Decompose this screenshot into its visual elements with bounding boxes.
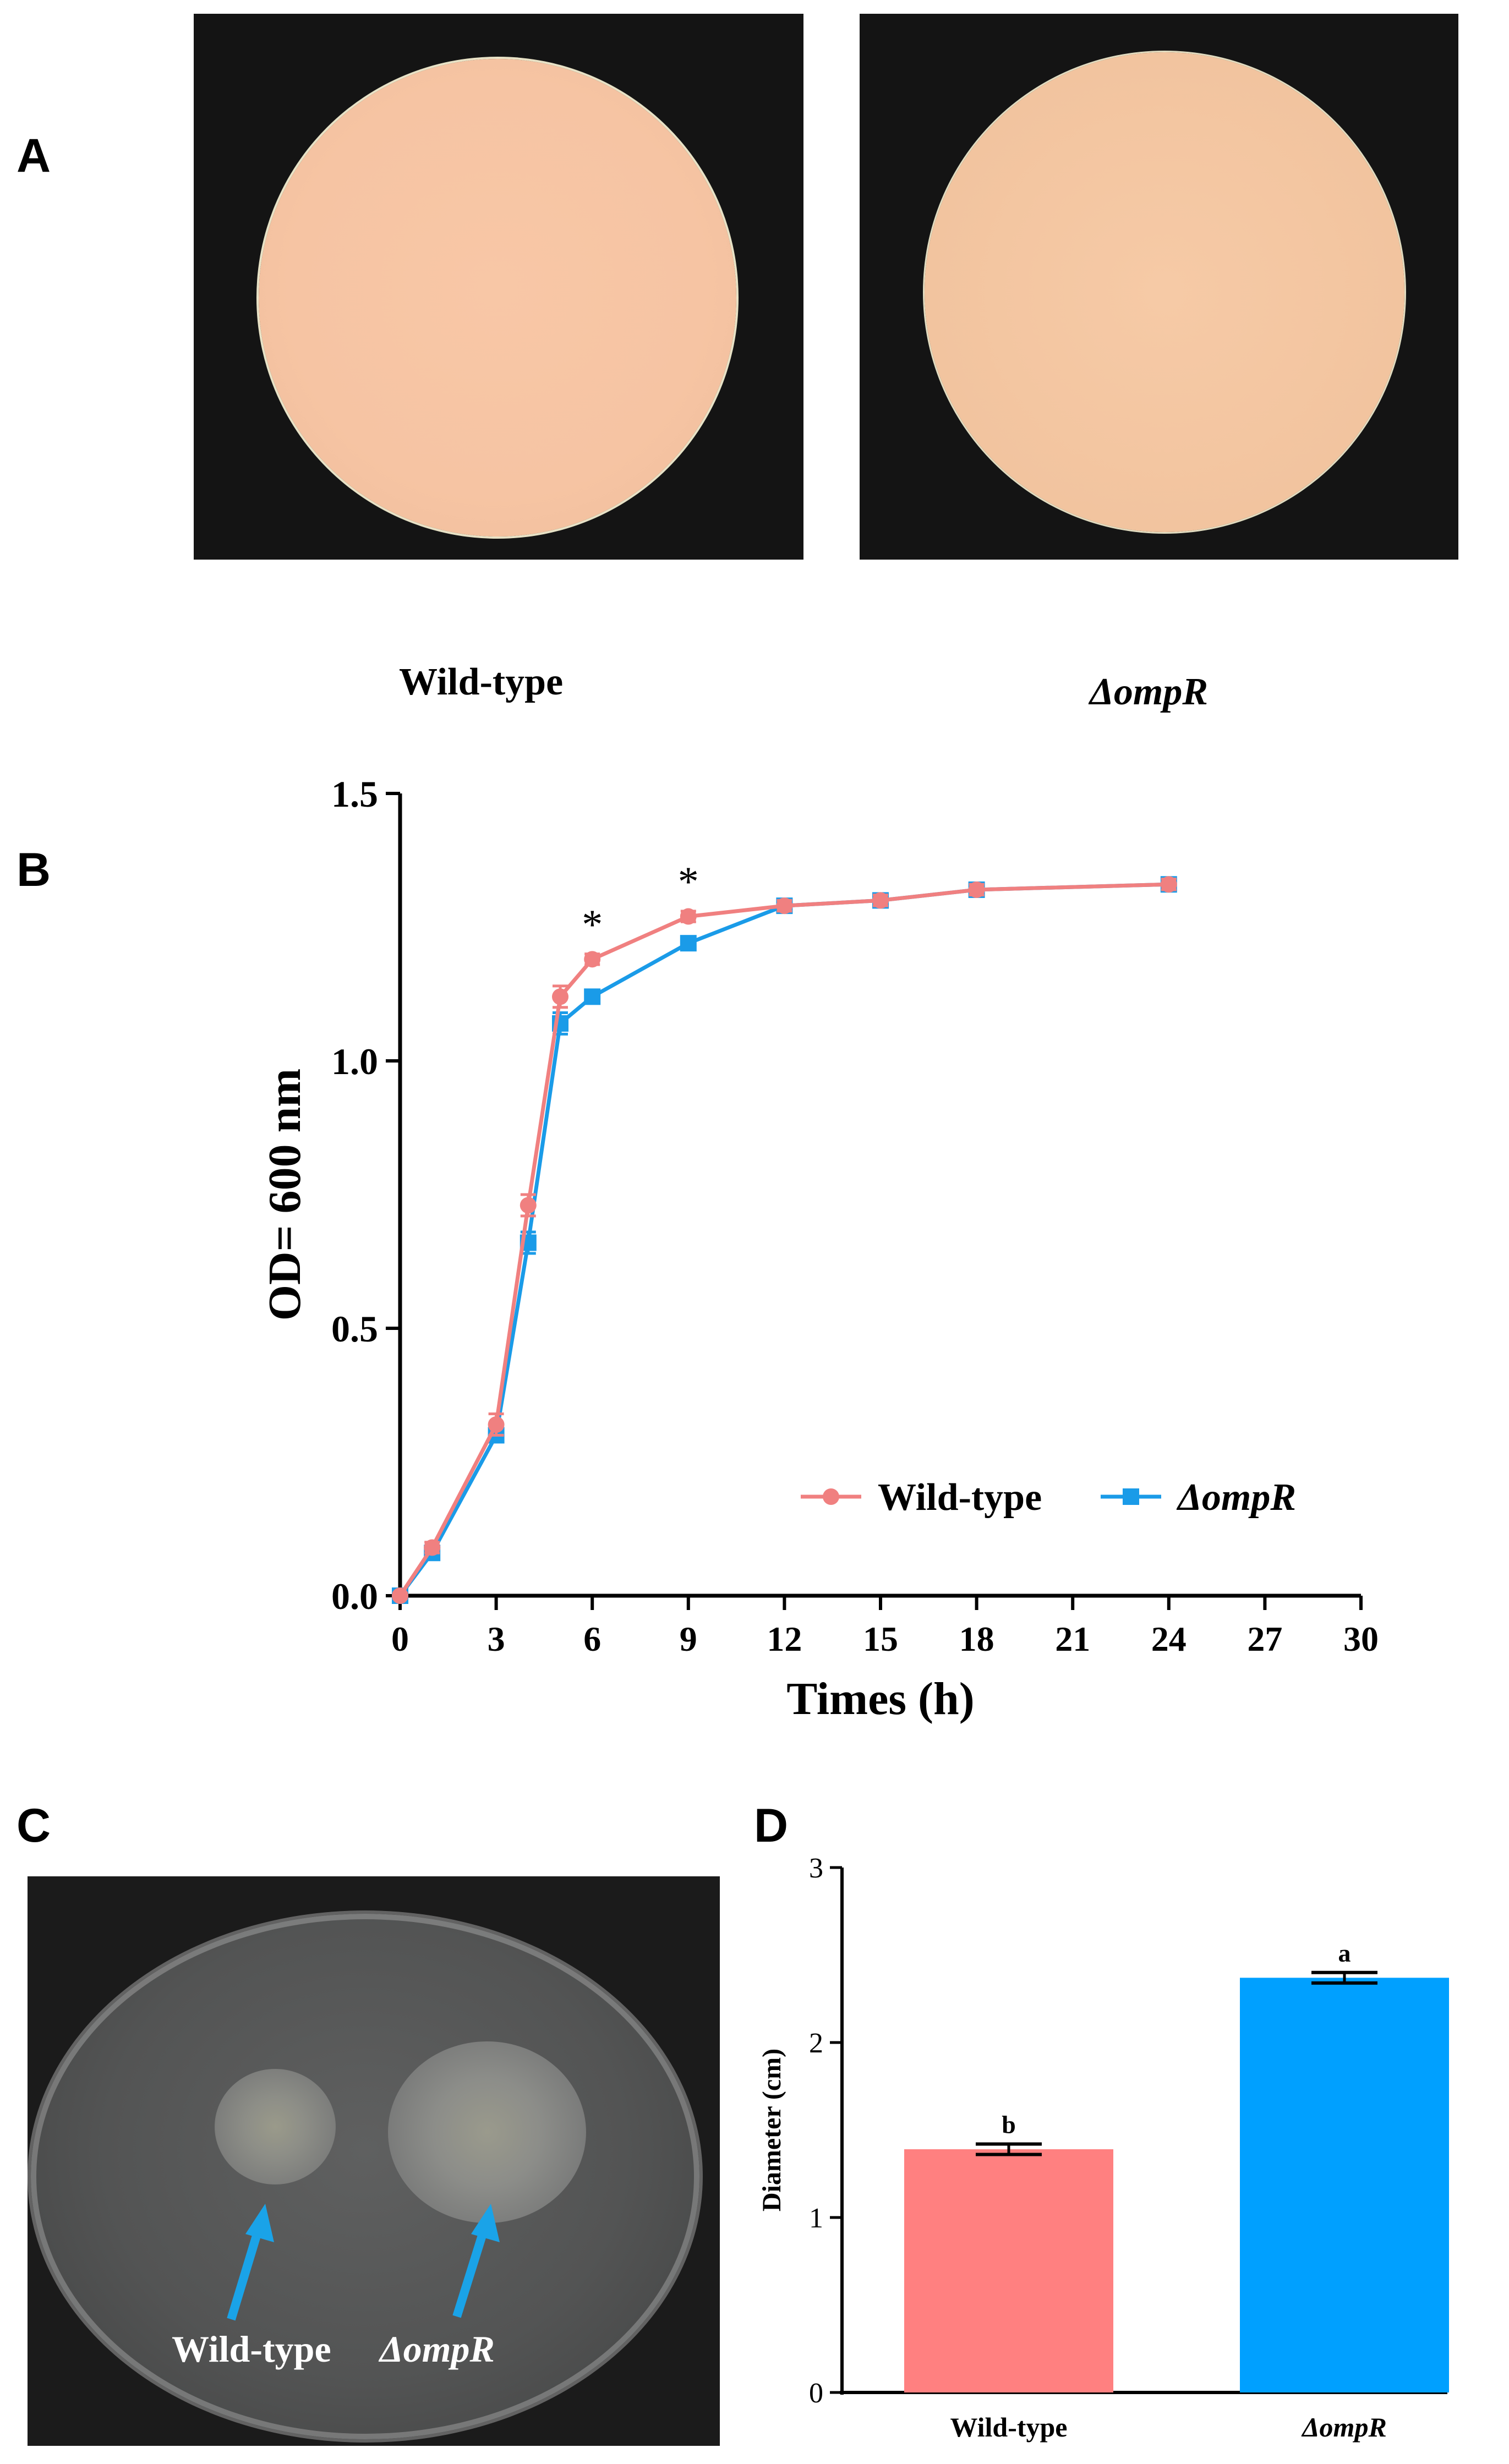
- wild-type-colony-photo: [194, 14, 803, 560]
- wild-type-arrow-icon: [227, 2204, 274, 2321]
- x-tick-label: 18: [959, 1619, 994, 1658]
- bar-ompr: [1240, 1978, 1449, 2392]
- plate-arrows: [227, 2204, 500, 2321]
- y-tick-label: 0.5: [331, 1308, 378, 1350]
- significance-marker: *: [678, 859, 699, 905]
- diameter-bar-chart: 0 1 2 3 Diameter (cm) b Wild-type a ΔompR: [757, 1853, 1449, 2443]
- data-point: [1160, 876, 1177, 893]
- panel-b-letter: B: [17, 844, 51, 896]
- data-point: [552, 988, 568, 1005]
- x-tick-label: 0: [391, 1619, 409, 1658]
- plate-wild-type-label: Wild-type: [172, 2328, 331, 2370]
- legend-label: ΔompR: [1176, 1476, 1296, 1519]
- ompr-caption: ΔompR: [1090, 671, 1209, 713]
- plate-ompr-label: ΔompR: [380, 2328, 495, 2370]
- y-tick-label: 1: [809, 2203, 823, 2234]
- data-point: [584, 988, 601, 1005]
- data-point: [680, 935, 697, 952]
- panel-c-letter: C: [17, 1799, 51, 1852]
- data-point: [872, 892, 889, 909]
- legend-marker: [1123, 1488, 1139, 1505]
- panel-a-letter: A: [17, 129, 51, 182]
- data-point: [584, 951, 601, 968]
- x-tick-label: 21: [1055, 1619, 1090, 1658]
- data-point: [968, 881, 985, 898]
- data-point: [488, 1416, 505, 1433]
- data-point: [520, 1197, 537, 1214]
- x-tick-label: 24: [1151, 1619, 1187, 1658]
- significance-letter: a: [1338, 1939, 1351, 1967]
- y-tick-label: 0: [809, 2378, 823, 2409]
- petri-dish: [31, 1914, 699, 2439]
- y-tick-label: 1.5: [331, 773, 378, 815]
- category-label: ΔompR: [1301, 2412, 1387, 2443]
- data-point: [424, 1539, 441, 1556]
- x-tick-label: 15: [863, 1619, 898, 1658]
- series-line-wild-type: [398, 882, 1169, 1597]
- y-tick-label: 2: [809, 2028, 823, 2059]
- x-tick-label: 9: [680, 1619, 697, 1658]
- growth-curve-chart: 0.0 0.5 1.0 1.5 0 3 6 9 12 15 18 21 24 27 30 Times (h) O…: [259, 773, 1379, 1724]
- series-line-ompr: [398, 882, 1169, 1597]
- x-tick-label: 6: [583, 1619, 601, 1658]
- legend-marker: [823, 1488, 839, 1505]
- wild-type-caption: Wild-type: [399, 661, 564, 703]
- panel-d-letter: D: [754, 1799, 789, 1852]
- x-axis-label: Times (h): [786, 1673, 974, 1724]
- category-label: Wild-type: [950, 2412, 1068, 2443]
- y-axis-label: OD= 600 nm: [259, 1069, 310, 1321]
- x-tick-label: 27: [1247, 1619, 1282, 1658]
- legend-label: Wild-type: [878, 1476, 1042, 1519]
- y-axis-label: Diameter (cm): [757, 2049, 786, 2211]
- ompr-colony-photo: [860, 14, 1458, 560]
- ompr-swim-zone: [388, 2041, 586, 2223]
- x-tick-label: 30: [1343, 1619, 1379, 1658]
- y-tick-label: 1.0: [331, 1041, 378, 1082]
- significance-marker: *: [582, 901, 603, 948]
- bar-wild-type: [904, 2149, 1113, 2392]
- ompr-colony: [925, 52, 1404, 532]
- y-tick-label: 0.0: [331, 1575, 378, 1617]
- data-point: [680, 908, 697, 925]
- x-tick-label: 12: [767, 1619, 802, 1658]
- significance-letter: b: [1002, 2110, 1016, 2138]
- swimming-plate-photo: Wild-type ΔompR: [28, 1876, 720, 2446]
- data-point: [776, 897, 793, 915]
- wild-type-swim-zone: [215, 2069, 336, 2184]
- x-tick-label: 3: [488, 1619, 505, 1658]
- ompr-arrow-icon: [452, 2204, 500, 2318]
- y-tick-label: 3: [809, 1853, 823, 1884]
- data-point: [392, 1587, 408, 1604]
- wild-type-colony: [259, 59, 736, 536]
